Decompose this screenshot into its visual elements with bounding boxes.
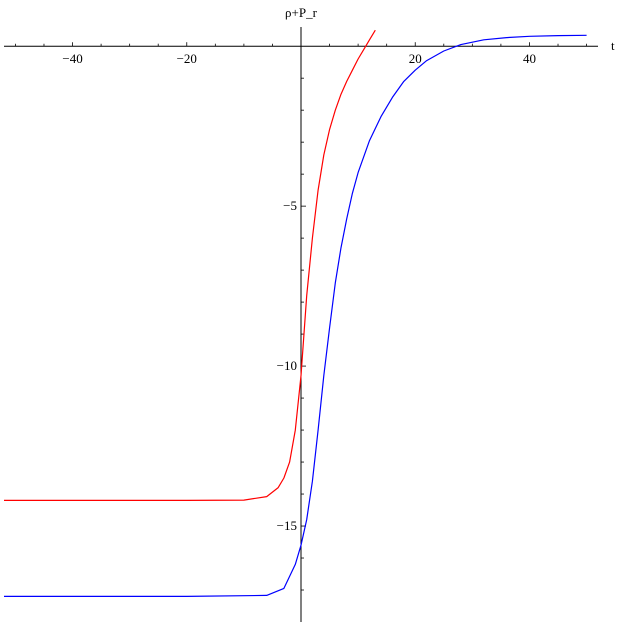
y-tick-label: −10	[277, 358, 297, 373]
x-tick-label: −40	[62, 51, 82, 66]
y-tick-label: −15	[277, 518, 297, 533]
x-tick-label: 20	[409, 51, 422, 66]
x-axis-label: t	[611, 38, 615, 53]
y-tick-label: −5	[283, 198, 297, 213]
axes	[4, 27, 598, 622]
y-axis-label: ρ+P_r	[285, 5, 318, 20]
series-line-1	[4, 29, 376, 501]
x-tick-label: 40	[523, 51, 536, 66]
x-tick-label: −20	[177, 51, 197, 66]
ticks: −40 −20 20 40 −5 −10 −15	[15, 42, 587, 591]
series-layer	[4, 29, 587, 598]
series-line-2	[4, 34, 587, 598]
